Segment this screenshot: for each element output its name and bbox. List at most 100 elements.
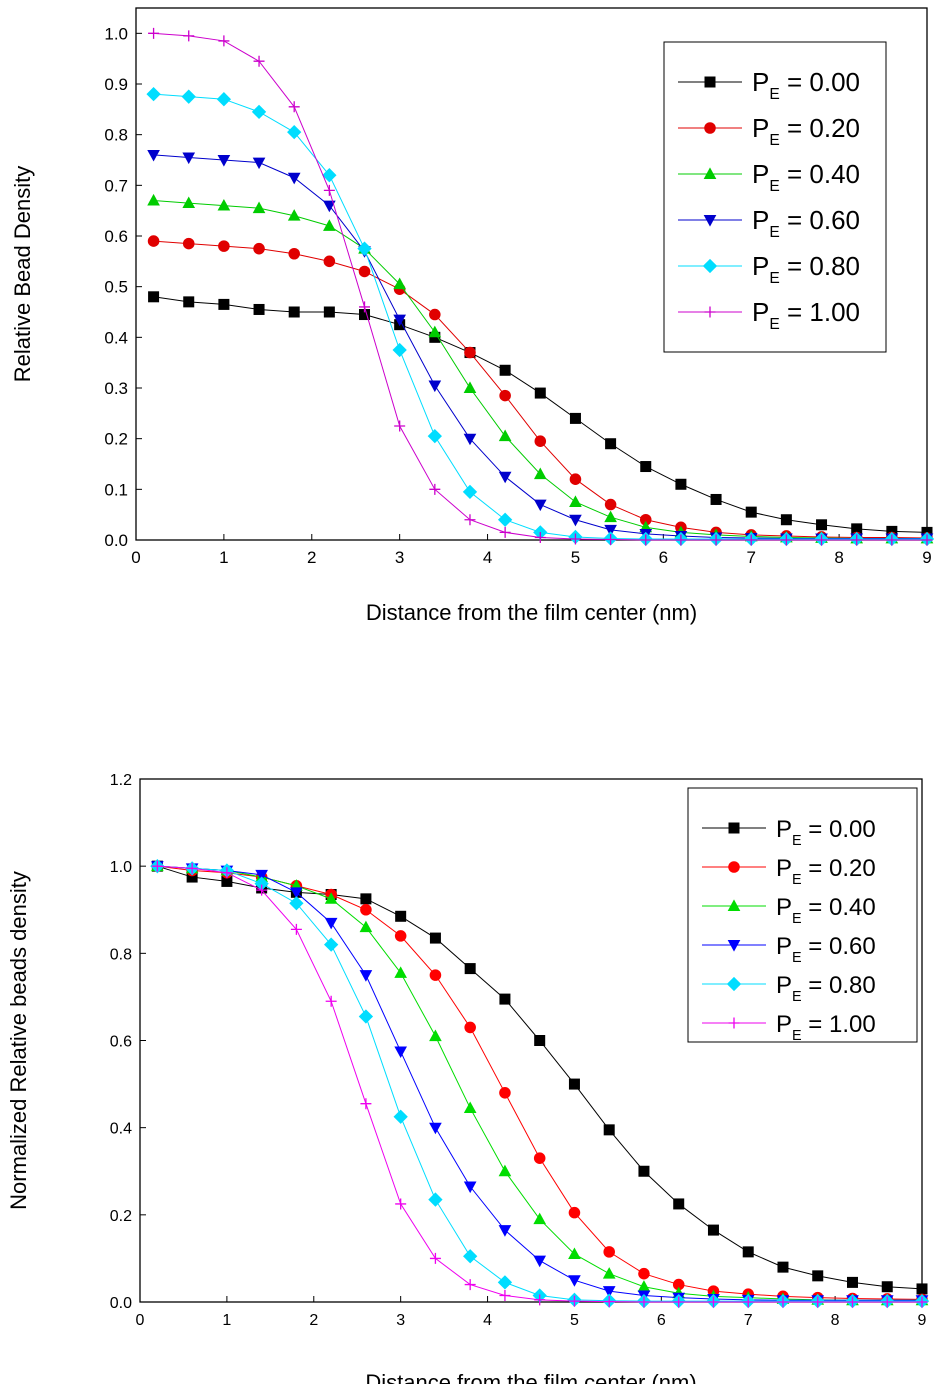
marker xyxy=(290,887,303,899)
marker xyxy=(726,976,742,992)
marker xyxy=(569,514,582,527)
marker xyxy=(464,514,476,526)
marker xyxy=(569,412,581,424)
marker xyxy=(151,860,163,872)
y-tick-label: 0.3 xyxy=(104,379,128,398)
y-tick-label: 0.0 xyxy=(110,1295,132,1312)
marker xyxy=(392,342,407,358)
marker xyxy=(605,438,617,450)
marker xyxy=(395,1198,407,1210)
marker xyxy=(727,899,741,911)
marker xyxy=(428,380,442,393)
marker xyxy=(147,235,160,247)
marker xyxy=(603,1124,615,1136)
legend-label: PE = 0.40 xyxy=(776,894,876,927)
marker xyxy=(710,493,722,505)
marker xyxy=(568,1078,580,1090)
marker xyxy=(357,241,372,256)
x-tick-label: 5 xyxy=(571,548,580,567)
marker xyxy=(324,937,339,952)
marker xyxy=(394,1046,407,1058)
marker xyxy=(251,104,267,120)
x-tick-label: 1 xyxy=(222,1312,231,1329)
marker xyxy=(673,1198,685,1210)
marker xyxy=(497,512,513,527)
y-tick-label: 0.9 xyxy=(104,75,128,94)
marker xyxy=(638,1165,650,1177)
x-tick-label: 3 xyxy=(396,1312,405,1329)
marker xyxy=(148,291,160,303)
marker xyxy=(464,1021,476,1034)
marker xyxy=(218,298,230,310)
x-axis-label: Distance from the film center (nm) xyxy=(366,600,697,625)
legend-label: PE = 0.60 xyxy=(776,933,876,966)
marker xyxy=(394,930,407,942)
marker xyxy=(221,867,233,879)
marker xyxy=(462,484,478,500)
marker xyxy=(816,519,828,531)
chart: 0 1 2 3 4 5 6 7 8 9 0.0 0.2 0.4 0.6 0.8 1.0 1.2 Distance … xyxy=(6,772,930,1384)
legend-label: PE = 0.20 xyxy=(776,855,876,888)
marker xyxy=(359,920,373,933)
marker xyxy=(323,306,335,318)
marker xyxy=(568,1247,581,1260)
y-tick-label: 1.0 xyxy=(104,24,128,43)
marker xyxy=(533,499,547,512)
marker xyxy=(216,92,232,107)
legend-label: PE = 0.80 xyxy=(752,251,860,287)
marker xyxy=(728,1017,740,1029)
marker xyxy=(499,526,511,538)
legend: PE = 0.00 PE = 0.20 PE = 0.40 PE = 0.60 PE =… xyxy=(663,41,887,353)
y-tick-label: 0.2 xyxy=(110,1208,132,1225)
legend-label: PE = 0.40 xyxy=(752,159,860,195)
marker xyxy=(745,534,757,546)
legend-label: PE = 0.60 xyxy=(752,205,860,241)
x-tick-label: 8 xyxy=(834,548,843,567)
marker xyxy=(777,1296,789,1308)
marker xyxy=(359,301,371,313)
marker xyxy=(464,346,476,359)
legend-frame xyxy=(663,41,887,353)
marker xyxy=(640,534,652,546)
x-tick-label: 1 xyxy=(219,548,228,567)
marker xyxy=(742,1296,754,1308)
marker xyxy=(498,1164,512,1177)
marker xyxy=(728,861,740,873)
x-tick-label: 4 xyxy=(483,548,492,567)
marker xyxy=(181,89,196,104)
marker xyxy=(499,993,511,1005)
marker xyxy=(569,495,582,507)
marker xyxy=(393,314,406,327)
legend-frame xyxy=(687,787,918,1043)
marker xyxy=(780,514,792,526)
y-tick-label: 0.4 xyxy=(110,1121,132,1138)
marker xyxy=(498,429,512,442)
legend-label: PE = 0.20 xyxy=(752,113,860,149)
marker xyxy=(429,1029,442,1042)
marker xyxy=(463,1181,477,1194)
marker xyxy=(672,1278,685,1291)
marker xyxy=(745,506,757,518)
legend-label: PE = 0.00 xyxy=(776,816,876,849)
marker xyxy=(499,1289,511,1301)
x-tick-label: 3 xyxy=(395,548,404,567)
marker xyxy=(359,970,373,982)
marker xyxy=(704,306,716,318)
y-tick-label: 0.0 xyxy=(104,531,128,550)
marker xyxy=(360,1098,372,1110)
marker xyxy=(568,1206,581,1219)
marker xyxy=(323,219,336,231)
marker xyxy=(742,1246,754,1258)
marker xyxy=(707,1224,719,1236)
marker xyxy=(534,531,546,543)
x-tick-label: 2 xyxy=(307,548,316,567)
y-axis-label: Relative Bead Density xyxy=(10,166,35,382)
marker xyxy=(393,277,406,290)
y-tick-label: 0.5 xyxy=(104,278,128,297)
marker xyxy=(395,910,407,922)
marker xyxy=(602,1267,616,1279)
marker xyxy=(812,1270,824,1282)
marker xyxy=(916,1296,928,1308)
marker xyxy=(534,387,546,399)
